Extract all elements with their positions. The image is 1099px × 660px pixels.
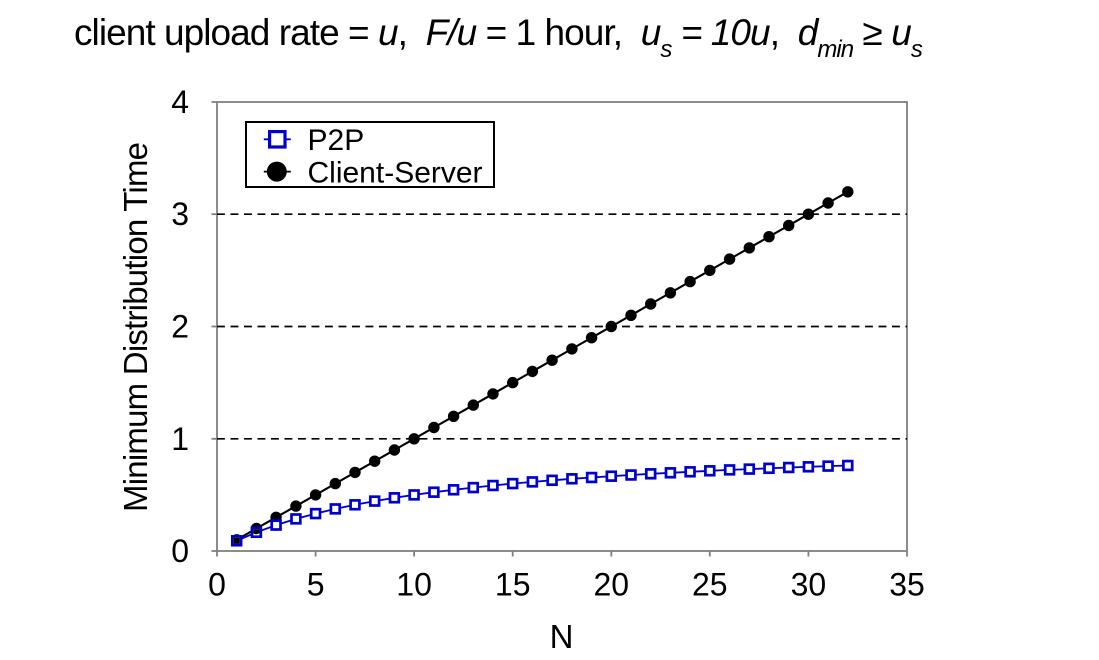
svg-text:2: 2 [171,309,189,345]
svg-text:client upload rate = u, F/u =: client upload rate = u, F/u = 1 hour, us… [74,12,923,63]
svg-text:15: 15 [495,567,531,603]
svg-text:P2P: P2P [308,124,365,157]
svg-text:0: 0 [208,567,226,603]
svg-text:5: 5 [307,567,325,603]
svg-text:1: 1 [171,421,189,457]
svg-text:35: 35 [889,567,925,603]
svg-text:3: 3 [171,196,189,232]
svg-text:Minimum Distribution Time: Minimum Distribution Time [117,143,154,512]
svg-text:0: 0 [171,533,189,569]
svg-text:25: 25 [692,567,728,603]
svg-text:30: 30 [791,567,827,603]
svg-text:10: 10 [396,567,432,603]
svg-text:Client-Server: Client-Server [308,156,483,189]
svg-text:20: 20 [594,567,630,603]
svg-text:4: 4 [171,84,189,120]
svg-text:N: N [550,618,574,655]
